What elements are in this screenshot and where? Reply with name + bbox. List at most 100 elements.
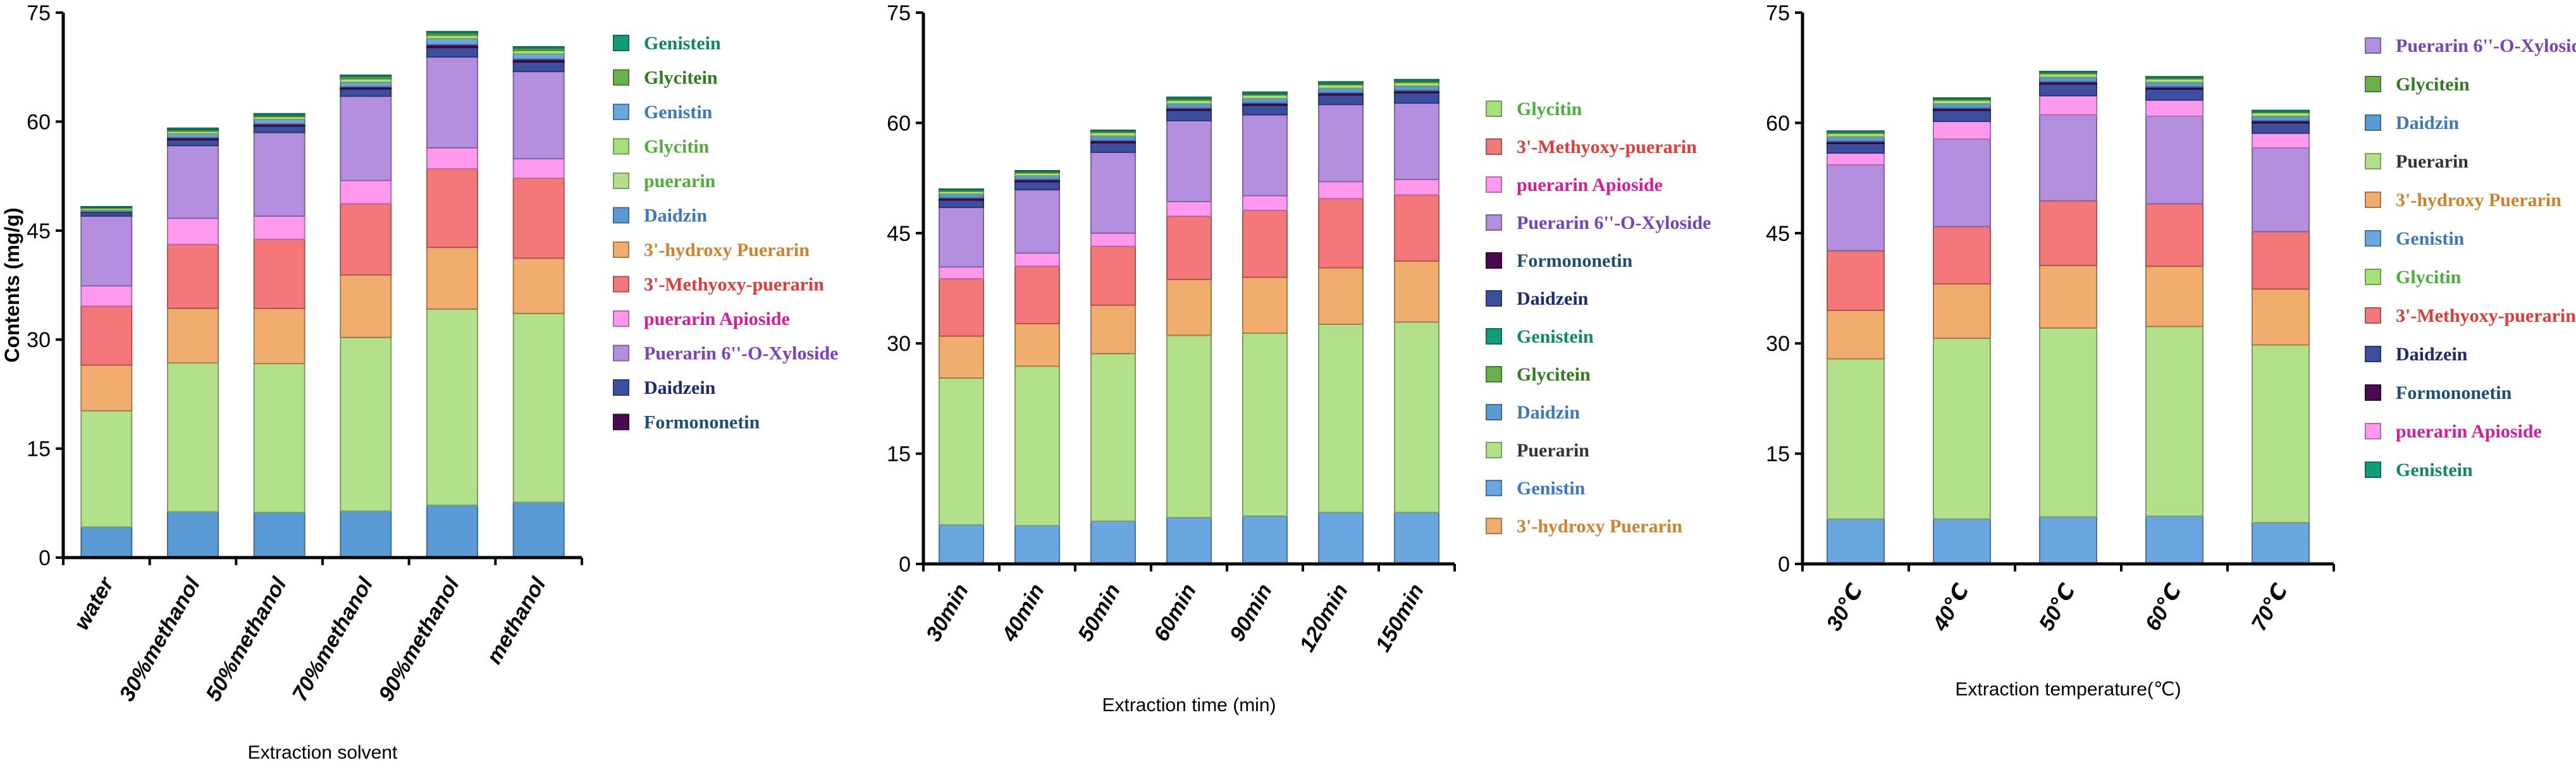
bar-puerarin-6-o-xyloside-60min	[1166, 119, 1212, 202]
legend-swatch-daidzein	[613, 379, 629, 396]
bar-3-hydroxy-puerarin-water	[80, 364, 133, 412]
bar-puerarin-40	[1933, 338, 1991, 520]
bar-puerarin-70	[2252, 344, 2310, 523]
bar-3-methyoxy-puerarin-60	[2145, 203, 2203, 267]
x-tick-label-30: 30℃	[1822, 580, 1868, 635]
bar-3-hydroxy-puerarin-40min	[1014, 322, 1060, 367]
bar-3-methyoxy-puerarin-90-methanol	[426, 168, 478, 248]
bar-daidzein-70-methanol	[340, 88, 392, 97]
legend-swatch-glycitin	[2365, 269, 2381, 285]
bar-3-hydroxy-puerarin-30	[1827, 309, 1885, 360]
bar-genistin-120min	[1318, 511, 1364, 565]
y-tick-label-15: 15	[27, 437, 51, 461]
legend-label-formononetin: Formononetin	[2396, 382, 2512, 403]
bar-3-methyoxy-puerarin-70	[2252, 231, 2310, 290]
bar-genistin-30	[1827, 518, 1885, 565]
bar-genistin-70	[2252, 522, 2310, 565]
bar-puerarin-apioside-90min	[1242, 195, 1288, 211]
bar-daidzin-90min	[1242, 98, 1288, 104]
bar-puerarin-apioside-50min	[1090, 232, 1136, 247]
bar-daidzin-water	[80, 526, 133, 559]
legend-label-genistein: Genistein	[2396, 460, 2473, 480]
legend-label-puerarin-6-o-xyloside: Puerarin 6''-O-Xyloside	[1517, 212, 1711, 233]
legend-label-genistin: Genistin	[1517, 478, 1586, 499]
y-tick-label-15: 15	[1766, 443, 1790, 467]
legend-swatch-genistein	[2365, 461, 2381, 478]
bar-daidzein-50-methanol	[253, 125, 305, 133]
legend-label-puerarin-6-o-xyloside: Puerarin 6''-O-Xyloside	[2396, 35, 2576, 56]
y-tick-label-45: 45	[887, 222, 911, 246]
x-axis-title: Extraction time (min)	[1102, 695, 1276, 716]
bar-puerarin-apioside-50	[2039, 95, 2097, 116]
bar-daidzein-methanol	[512, 61, 565, 73]
legend-swatch-daidzein	[2365, 346, 2381, 362]
bar-puerarin-6-o-xyloside-methanol	[512, 71, 565, 159]
y-tick-label-0: 0	[1778, 553, 1790, 577]
bar-3-methyoxy-puerarin-50	[2039, 200, 2097, 266]
x-tick-label-90min: 90min	[1225, 580, 1277, 645]
legend-swatch-genistein	[613, 35, 629, 51]
bar-genistein-40	[1933, 97, 1991, 100]
bar-3-hydroxy-puerarin-methanol	[512, 257, 565, 314]
bar-3-hydroxy-puerarin-90min	[1242, 276, 1288, 334]
x-tick-label-50-methanol: 50%methanol	[201, 573, 292, 706]
bar-genistin-60	[2145, 515, 2203, 565]
chart-panel-extraction-time: 30min 40min 50min 60min 90min 120min 150min 0 15…	[887, 1, 1711, 716]
y-tick-label-75: 75	[27, 1, 51, 25]
legend-label-puerarin-apioside: puerarin Apioside	[2396, 421, 2542, 442]
legend-swatch-puerarin-apioside	[1486, 176, 1502, 193]
bar-genistin-40min	[1014, 525, 1060, 565]
bar-puerarin-120min	[1318, 324, 1364, 513]
bar-puerarin-60min	[1166, 334, 1212, 518]
legend-swatch-glycitein	[1486, 366, 1502, 382]
bar-3-methyoxy-puerarin-150min	[1394, 194, 1439, 262]
legend-swatch-3-hydroxy-puerarin	[2365, 192, 2381, 208]
legend-swatch-genistin	[2365, 230, 2381, 247]
bar-puerarin-6-o-xyloside-50	[2039, 114, 2097, 202]
legend-label-glycitein: Glycitein	[644, 68, 718, 89]
bar-3-methyoxy-puerarin-90min	[1242, 209, 1288, 278]
bar-genistein-60min	[1166, 96, 1212, 99]
legend-label-daidzin: Daidzin	[644, 205, 707, 226]
bar-puerarin-6-o-xyloside-90-methanol	[426, 56, 478, 149]
bar-puerarin-6-o-xyloside-50-methanol	[253, 131, 305, 217]
bar-daidzein-40min	[1014, 181, 1060, 191]
bar-daidzin-30	[1827, 136, 1885, 142]
legend-label-3-methyoxy-puerarin: 3'-Methyoxy-puerarin	[2396, 305, 2576, 326]
legend-swatch-puerarin-6-o-xyloside	[613, 345, 629, 362]
legend-label-daidzein: Daidzein	[644, 377, 716, 398]
chart-panel-extraction-temperature: 30℃ 40℃ 50℃ 60℃ 70℃ 0 15 30 45 60 75 Extraction tem…	[1766, 1, 2576, 700]
legend-swatch-puerarin-apioside	[2365, 423, 2381, 439]
legend-swatch-formononetin	[2365, 384, 2381, 401]
legend-swatch-3-hydroxy-puerarin	[613, 241, 629, 258]
y-tick-label-0: 0	[39, 546, 51, 570]
legend-label-puerarin-apioside: puerarin Apioside	[1517, 174, 1663, 195]
legend-label-daidzin: Daidzin	[2396, 113, 2459, 133]
x-tick-label-50: 50℃	[2035, 580, 2080, 635]
bar-puerarin-apioside-30	[1827, 152, 1885, 166]
legend-label-genistin: Genistin	[644, 102, 713, 123]
bar-puerarin-6-o-xyloside-30-methanol	[167, 145, 219, 219]
bar-3-hydroxy-puerarin-70-methanol	[340, 274, 392, 338]
bar-puerarin-apioside-70	[2252, 132, 2310, 149]
bar-puerarin-30-methanol	[167, 362, 219, 513]
bar-daidzin-70	[2252, 115, 2310, 121]
bar-puerarin-6-o-xyloside-50min	[1090, 151, 1136, 234]
bar-3-hydroxy-puerarin-70	[2252, 288, 2310, 346]
legend-swatch-3-methyoxy-puerarin	[1486, 138, 1502, 155]
bar-genistin-50-methanol	[253, 119, 305, 125]
bar-puerarin-apioside-methanol	[512, 158, 565, 179]
bar-puerarin-apioside-40	[1933, 121, 1991, 140]
legend-label-daidzin: Daidzin	[1517, 402, 1580, 423]
bar-daidzein-30-methanol	[167, 139, 219, 147]
x-tick-label-30-methanol: 30%methanol	[114, 573, 205, 706]
bar-puerarin-6-o-xyloside-70-methanol	[340, 95, 392, 181]
bar-puerarin-50-methanol	[253, 363, 305, 513]
bar-genistein-50min	[1090, 130, 1136, 132]
bar-puerarin-water	[80, 410, 133, 528]
legend-label-3-hydroxy-puerarin: 3'-hydroxy Puerarin	[2396, 190, 2561, 211]
bar-genistein-90min	[1242, 91, 1288, 94]
legend-swatch-puerarin	[2365, 153, 2381, 169]
y-tick-label-60: 60	[887, 111, 911, 135]
legend-swatch-daidzein	[1486, 290, 1502, 307]
